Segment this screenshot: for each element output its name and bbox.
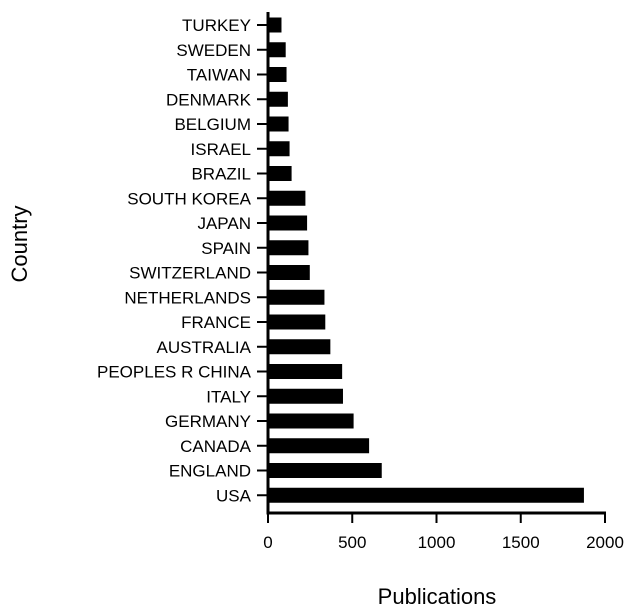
bar-switzerland (268, 265, 310, 280)
bar-belgium (268, 116, 289, 132)
y-tick-label: ISRAEL (191, 140, 251, 159)
bar-canada (268, 438, 370, 454)
x-tick-label: 0 (263, 533, 272, 552)
x-tick-label: 2000 (586, 533, 624, 552)
x-tick-label: 1000 (418, 533, 456, 552)
y-tick-label: TAIWAN (187, 66, 251, 85)
x-tick-label: 500 (338, 533, 366, 552)
y-tick-label: BELGIUM (174, 115, 251, 134)
y-tick-label: NETHERLANDS (124, 288, 251, 307)
bar-australia (268, 339, 331, 355)
bar-brazil (268, 166, 292, 181)
y-tick-label: USA (216, 486, 252, 505)
bar-spain (268, 240, 309, 256)
bar-turkey (268, 17, 282, 33)
x-axis-ticks: 0 500 1000 1500 2000 (263, 513, 624, 552)
x-axis-title: Publications (378, 584, 497, 608)
bar-south-korea (268, 190, 306, 206)
y-tick-label: BRAZIL (191, 165, 251, 184)
x-tick-label: 1500 (502, 533, 540, 552)
y-tick-label: JAPAN (197, 214, 251, 233)
bar-taiwan (268, 67, 287, 82)
y-tick-label: ITALY (206, 387, 251, 406)
y-axis-title: Country (7, 205, 32, 282)
y-tick-label: SOUTH KOREA (127, 189, 251, 208)
y-tick-label: TURKEY (182, 16, 251, 35)
y-tick-label: SWITZERLAND (129, 264, 251, 283)
y-tick-label: GERMANY (165, 412, 251, 431)
y-tick-label: AUSTRALIA (157, 338, 252, 357)
y-tick-label: SWEDEN (176, 41, 251, 60)
bar-italy (268, 388, 343, 404)
bar-france (268, 314, 326, 330)
bar-japan (268, 215, 308, 231)
y-tick-label: DENMARK (166, 90, 252, 109)
bar-germany (268, 413, 354, 429)
bar-usa (268, 487, 584, 503)
bar-denmark (268, 91, 288, 107)
y-tick-label: SPAIN (201, 239, 251, 258)
y-tick-label: PEOPLES R CHINA (97, 363, 252, 382)
bar-england (268, 463, 382, 478)
y-tick-label: CANADA (180, 437, 252, 456)
y-tick-label: ENGLAND (169, 462, 251, 481)
bars (268, 17, 584, 503)
bar-sweden (268, 42, 286, 58)
bar-peoples-r-china (268, 364, 343, 379)
bar-israel (268, 141, 290, 157)
y-tick-label: FRANCE (181, 313, 251, 332)
y-axis-ticks: TURKEY SWEDEN TAIWAN DENMARK BELGIUM ISRAEL BR… (97, 16, 268, 505)
bar-netherlands (268, 289, 325, 305)
